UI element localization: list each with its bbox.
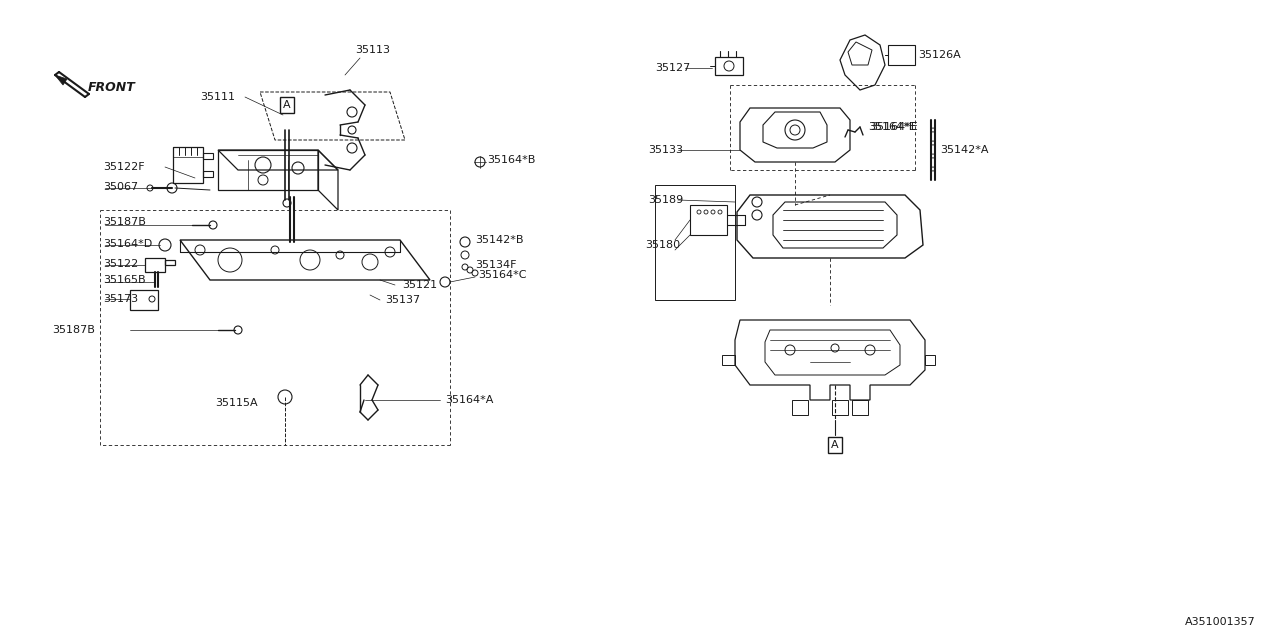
- Text: 35142*A: 35142*A: [940, 145, 988, 155]
- Text: A351001357: A351001357: [1185, 617, 1256, 627]
- Text: 35142*B: 35142*B: [475, 235, 524, 245]
- Text: 35164*D: 35164*D: [102, 239, 152, 249]
- Polygon shape: [55, 75, 67, 85]
- Text: 35164*E: 35164*E: [870, 122, 918, 132]
- Text: 35134F: 35134F: [475, 260, 517, 270]
- Text: A: A: [283, 100, 291, 110]
- Text: 35121: 35121: [402, 280, 438, 290]
- Text: 35187B: 35187B: [102, 217, 146, 227]
- Text: 35126A: 35126A: [918, 50, 961, 60]
- Text: FRONT: FRONT: [88, 81, 136, 93]
- Text: 35164*B: 35164*B: [486, 155, 535, 165]
- Text: 35187B: 35187B: [52, 325, 95, 335]
- Text: 35111: 35111: [200, 92, 236, 102]
- Text: 35180: 35180: [645, 240, 680, 250]
- Text: 35133: 35133: [648, 145, 684, 155]
- Text: 35165B: 35165B: [102, 275, 146, 285]
- Text: 35189: 35189: [648, 195, 684, 205]
- Text: 35164*E: 35164*E: [868, 122, 915, 132]
- Text: 35173: 35173: [102, 294, 138, 304]
- Text: A: A: [831, 440, 838, 450]
- Text: 35137: 35137: [385, 295, 420, 305]
- Text: 35127: 35127: [655, 63, 690, 73]
- Text: 35164*A: 35164*A: [445, 395, 493, 405]
- Text: 35113: 35113: [355, 45, 390, 55]
- Text: 35067: 35067: [102, 182, 138, 192]
- Text: 35115A: 35115A: [215, 398, 257, 408]
- Text: 35122F: 35122F: [102, 162, 145, 172]
- Text: 35164*C: 35164*C: [477, 270, 526, 280]
- Text: 35122: 35122: [102, 259, 138, 269]
